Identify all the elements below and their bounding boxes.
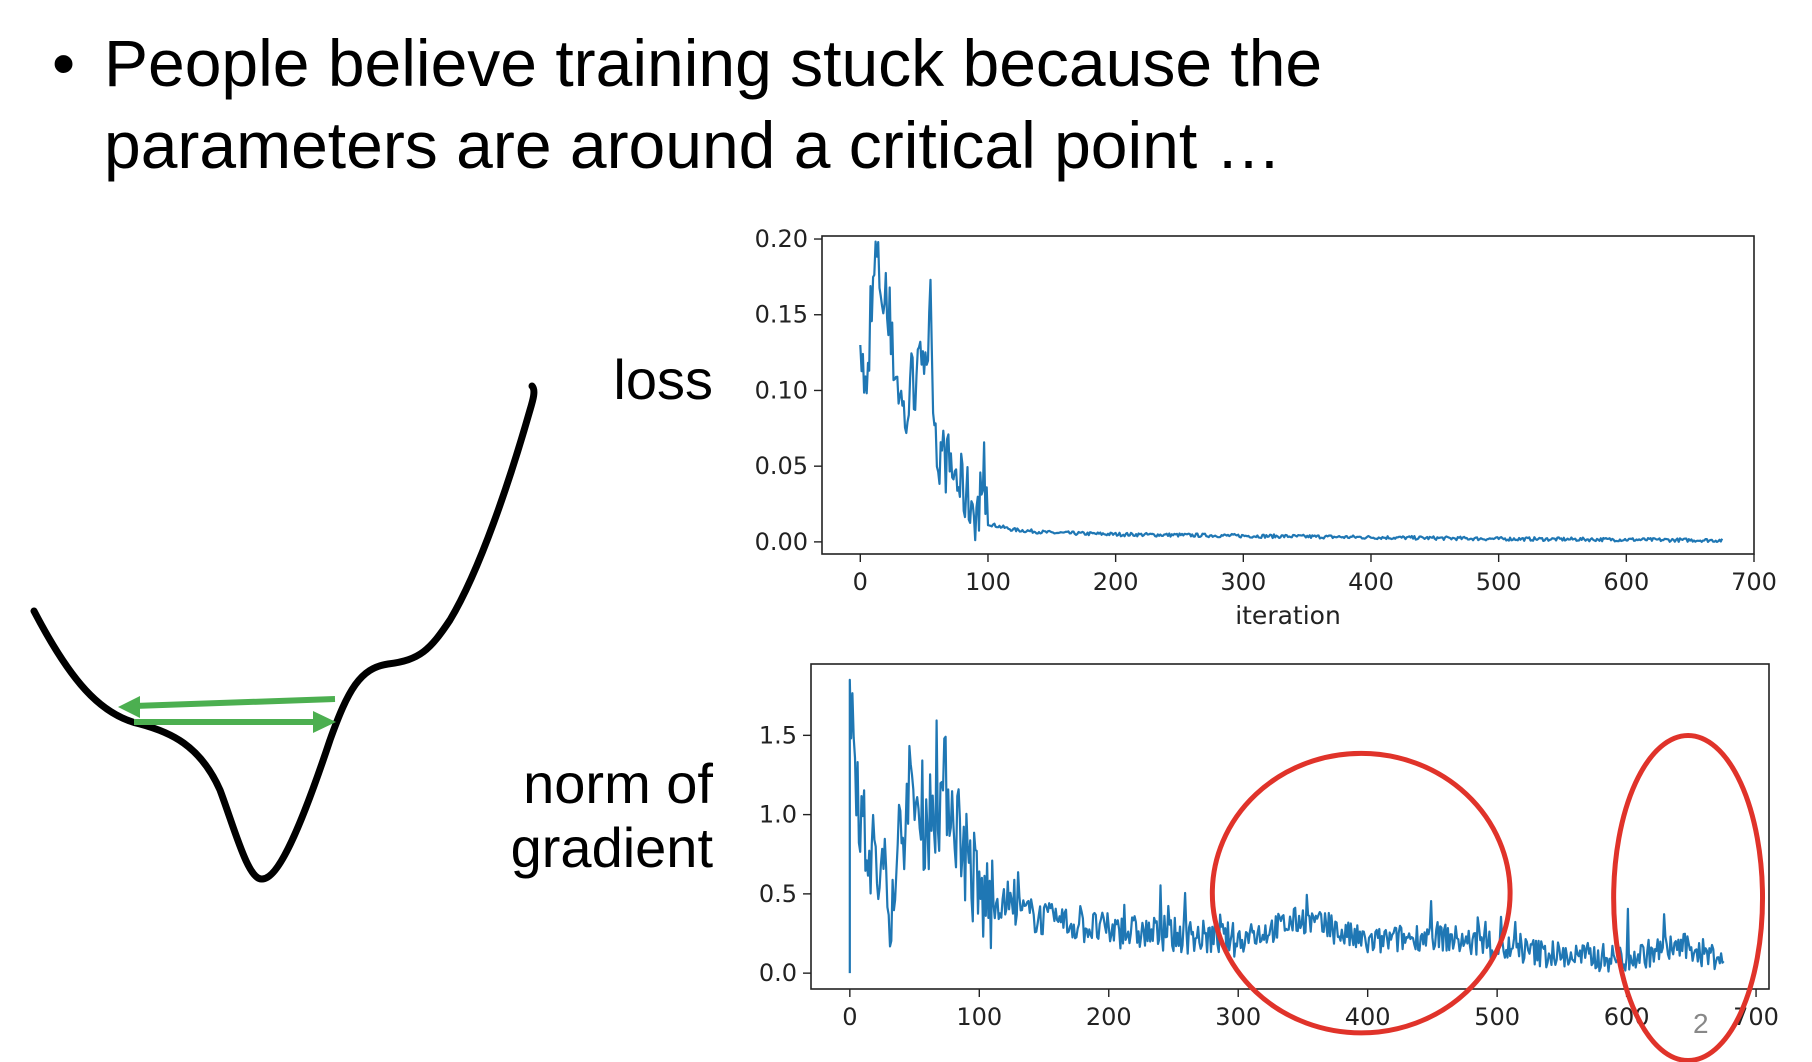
loss-surface-curve — [30, 382, 538, 883]
bullet-text: People believe training stuck because th… — [104, 26, 1323, 182]
arrow-left-shaft — [133, 696, 336, 709]
x-tick-label: 300 — [1220, 568, 1266, 596]
plot-frame — [810, 663, 1770, 990]
bullet-dot: • — [52, 26, 76, 100]
x-tick-label: 500 — [1476, 568, 1522, 596]
x-tick-label: 100 — [965, 568, 1011, 596]
x-tick-label: 400 — [1348, 568, 1394, 596]
y-tick-label: 1.5 — [759, 721, 797, 749]
x-tick-label: 500 — [1474, 1003, 1520, 1031]
y-tick-label: 0.05 — [755, 452, 808, 480]
highlight-ellipse — [1209, 750, 1513, 1036]
x-tick-label: 0 — [853, 568, 868, 596]
x-tick-label: 700 — [1731, 568, 1777, 596]
x-axis-title: iteration — [1235, 601, 1341, 630]
y-tick-label: 0.10 — [755, 376, 808, 404]
x-tick-label: 200 — [1086, 1003, 1132, 1031]
gradient-norm-label-line1: norm of — [523, 752, 713, 815]
x-tick-label: 300 — [1215, 1003, 1261, 1031]
x-tick-label: 0 — [842, 1003, 857, 1031]
page-number: 2 — [1693, 1008, 1709, 1039]
gradient-norm-label: norm of gradient — [511, 752, 713, 880]
gradient-arrows — [118, 696, 336, 733]
x-tick-label: 600 — [1603, 568, 1649, 596]
arrow-left-head — [118, 696, 140, 718]
x-tick-label: 400 — [1345, 1003, 1391, 1031]
y-tick-label: 1.0 — [759, 801, 797, 829]
y-tick-label: 0.20 — [755, 225, 808, 253]
y-tick-label: 0.5 — [759, 880, 797, 908]
x-tick-label: 100 — [956, 1003, 1002, 1031]
loss-surface-diagram — [30, 382, 538, 883]
arrow-right-head — [313, 711, 336, 733]
loss-label: loss — [613, 348, 713, 411]
chart-loss: 0 100 200 300 400 500 600 700 0.00 0.05 0.10 0.15 0.… — [755, 225, 1777, 630]
gradient-norm-label-line2: gradient — [510, 816, 713, 879]
series-line — [859, 240, 1724, 544]
x-tick-label: 200 — [1093, 568, 1139, 596]
series-line — [848, 678, 1725, 974]
highlight-ellipse — [1611, 733, 1766, 1062]
y-tick-label: 0.00 — [755, 528, 808, 556]
plot-frame — [821, 235, 1755, 555]
y-tick-label: 0.15 — [755, 301, 808, 329]
y-tick-label: 0.0 — [759, 959, 797, 987]
